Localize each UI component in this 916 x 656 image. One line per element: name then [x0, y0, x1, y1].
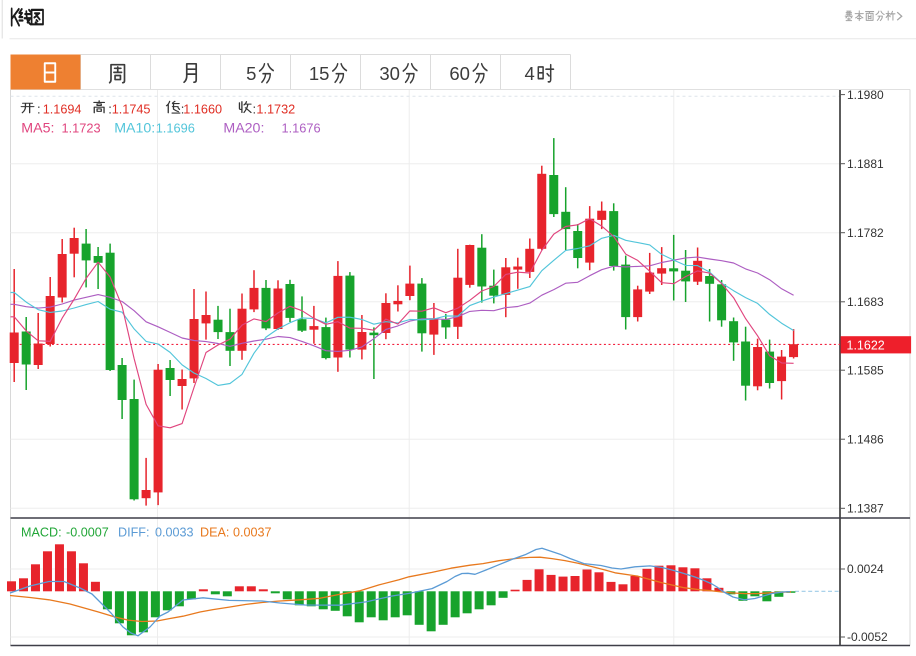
svg-text:1.1696: 1.1696: [156, 120, 195, 135]
svg-text:1.1745: 1.1745: [112, 103, 151, 117]
svg-text:5: 5: [246, 63, 256, 84]
svg-text:1.1486: 1.1486: [847, 432, 884, 446]
svg-text:MA5:: MA5:: [21, 120, 54, 136]
svg-text:1.1660: 1.1660: [183, 103, 222, 117]
svg-text:4: 4: [525, 63, 535, 84]
svg-text:15: 15: [309, 63, 330, 84]
svg-text::: :: [108, 102, 112, 117]
svg-text::: :: [253, 102, 257, 117]
svg-text:1.1676: 1.1676: [282, 120, 321, 135]
svg-text:1.1881: 1.1881: [847, 157, 884, 171]
svg-text:30: 30: [379, 63, 400, 84]
svg-text::: :: [37, 102, 41, 117]
svg-text:1.1622: 1.1622: [847, 339, 885, 353]
svg-text:-0.0052: -0.0052: [847, 630, 888, 644]
svg-text:MACD:: MACD:: [21, 526, 62, 540]
svg-text:0.0037: 0.0037: [233, 526, 272, 540]
svg-text:-0.0007: -0.0007: [66, 526, 109, 540]
svg-text:1.1585: 1.1585: [847, 363, 884, 377]
svg-text:60: 60: [449, 63, 470, 84]
svg-text:MA20:: MA20:: [223, 120, 264, 136]
svg-text:1.1732: 1.1732: [256, 103, 295, 117]
svg-text:1.1782: 1.1782: [847, 226, 884, 240]
svg-text:0.0024: 0.0024: [847, 562, 884, 576]
svg-text:1.1683: 1.1683: [847, 295, 884, 309]
svg-text:DEA:: DEA:: [200, 526, 229, 540]
svg-text::: :: [181, 102, 185, 117]
svg-text:1.1980: 1.1980: [847, 88, 884, 102]
svg-text:DIFF:: DIFF:: [118, 526, 149, 540]
svg-text:1.1387: 1.1387: [847, 502, 884, 516]
svg-text:1.1694: 1.1694: [43, 103, 82, 117]
svg-text:1.1723: 1.1723: [62, 120, 101, 135]
svg-text:MA10:: MA10:: [114, 120, 155, 136]
svg-text:0.0033: 0.0033: [155, 526, 194, 540]
